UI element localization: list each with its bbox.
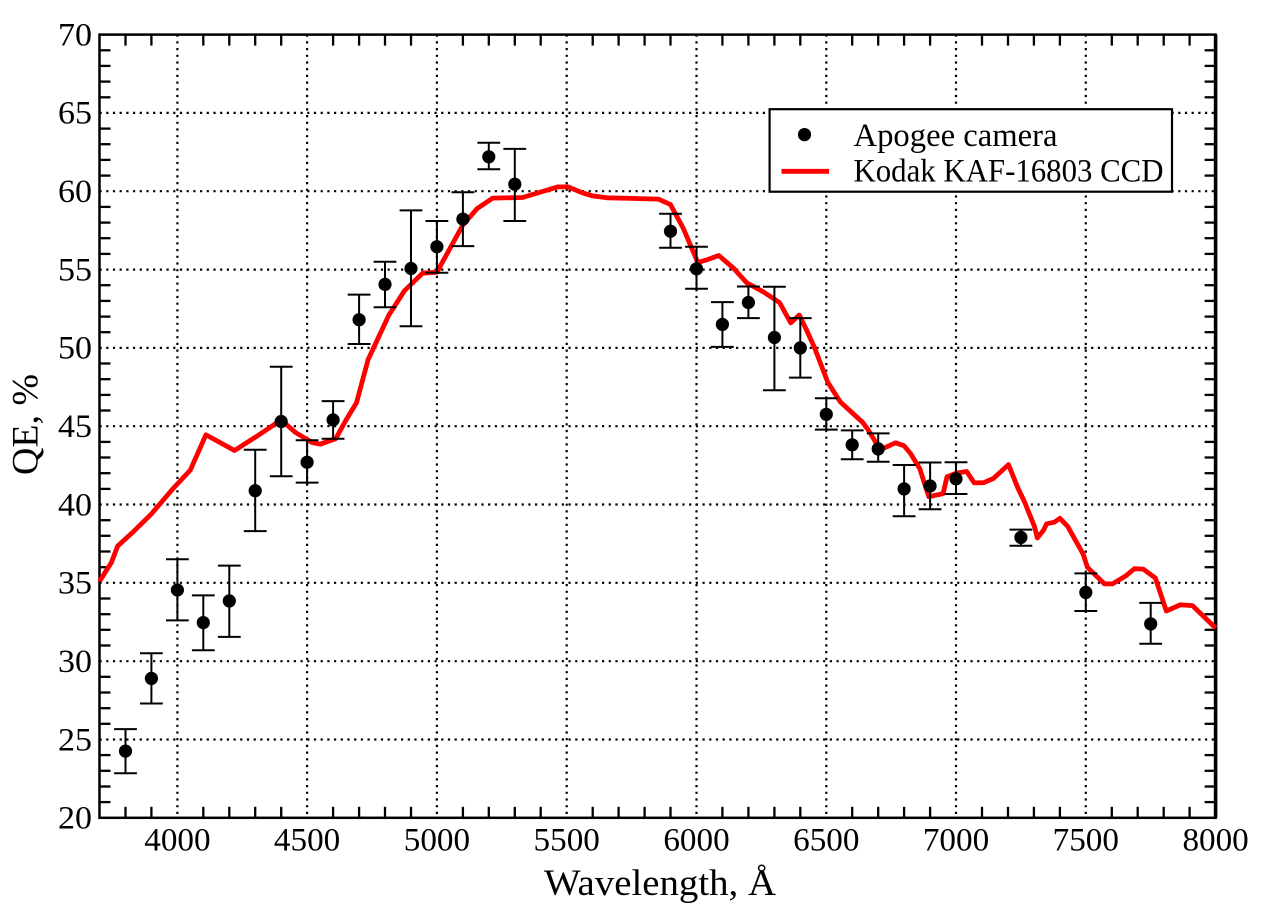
svg-text:20: 20 <box>58 801 92 837</box>
svg-text:Apogee camera: Apogee camera <box>854 118 1058 154</box>
svg-text:5500: 5500 <box>534 822 600 858</box>
svg-text:6000: 6000 <box>663 822 729 858</box>
svg-text:45: 45 <box>58 409 92 445</box>
svg-text:40: 40 <box>58 487 92 523</box>
svg-text:5000: 5000 <box>404 822 470 858</box>
svg-text:55: 55 <box>58 252 92 288</box>
svg-text:4500: 4500 <box>274 822 340 858</box>
svg-text:50: 50 <box>58 331 92 367</box>
svg-text:60: 60 <box>58 174 92 210</box>
svg-text:6500: 6500 <box>793 822 859 858</box>
svg-text:QE, %: QE, % <box>5 374 46 475</box>
svg-text:30: 30 <box>58 644 92 680</box>
svg-text:35: 35 <box>58 566 92 602</box>
svg-text:Kodak KAF-16803 CCD: Kodak KAF-16803 CCD <box>854 153 1164 189</box>
svg-text:7000: 7000 <box>923 822 989 858</box>
svg-text:25: 25 <box>58 722 92 758</box>
svg-text:4000: 4000 <box>144 822 210 858</box>
svg-text:7500: 7500 <box>1053 822 1119 858</box>
svg-text:8000: 8000 <box>1182 822 1248 858</box>
svg-text:65: 65 <box>58 96 92 132</box>
svg-text:70: 70 <box>58 17 92 53</box>
svg-text:Wavelength, Å: Wavelength, Å <box>544 863 776 904</box>
